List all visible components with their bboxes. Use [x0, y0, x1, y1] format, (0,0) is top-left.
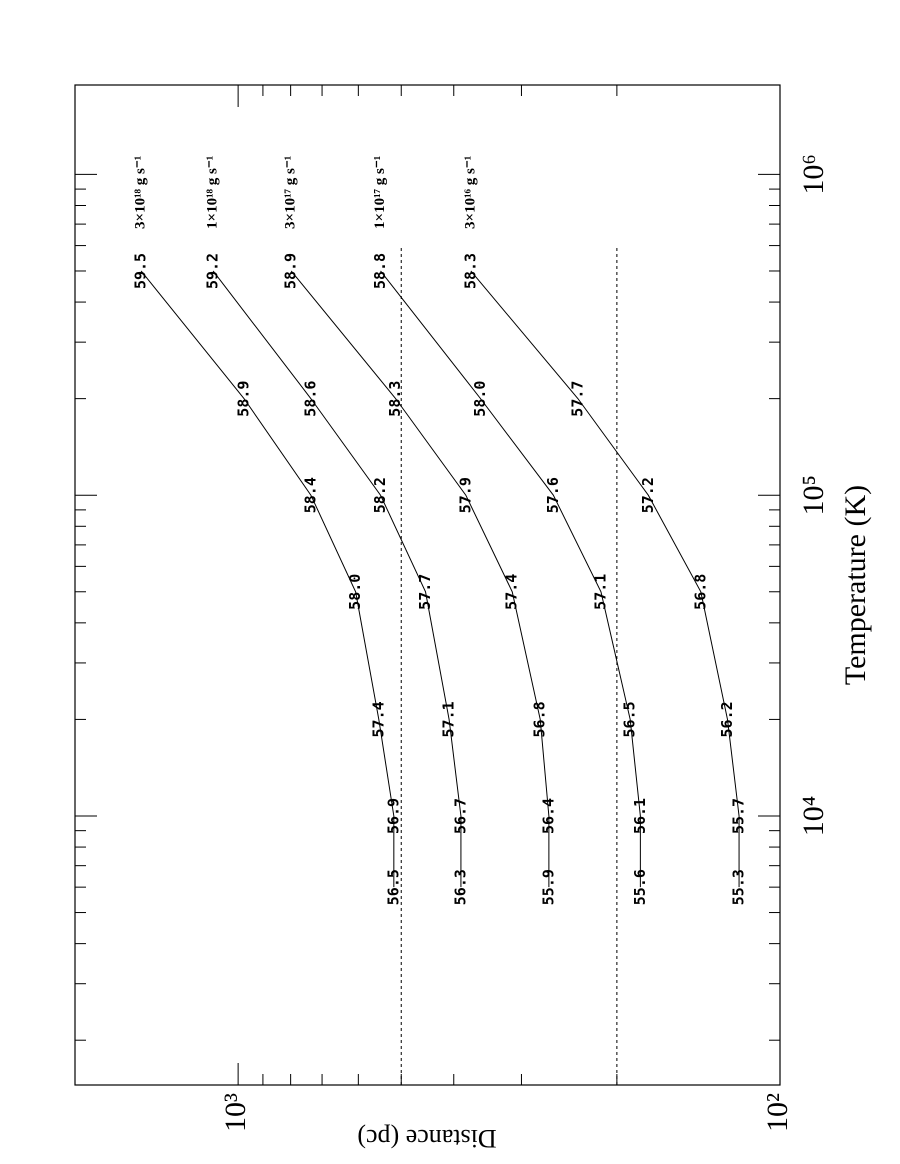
y-tick-label: 10³ — [219, 1093, 252, 1132]
point-label: 56.8 — [691, 574, 709, 610]
series-label: 3×10¹⁷ g s⁻¹ — [283, 156, 299, 229]
y-axis-title: Distance (pc) — [357, 1124, 496, 1153]
point-label: 56.5 — [621, 701, 639, 737]
point-label: 58.4 — [301, 477, 319, 513]
point-label: 57.9 — [456, 477, 474, 513]
x-tick-label: 10⁴ — [797, 796, 830, 836]
point-label: 56.8 — [531, 701, 549, 737]
series-label: 3×10¹⁶ g s⁻¹ — [462, 156, 478, 229]
point-label: 58.0 — [346, 574, 364, 610]
point-label: 58.2 — [371, 477, 389, 513]
point-label: 58.6 — [301, 381, 319, 417]
point-label: 57.7 — [416, 574, 434, 610]
series-label: 1×10¹⁷ g s⁻¹ — [372, 156, 388, 229]
x-tick-label: 10⁶ — [797, 154, 830, 194]
point-label: 57.1 — [440, 701, 458, 737]
point-label: 56.5 — [384, 869, 402, 905]
point-label: 57.1 — [591, 574, 609, 610]
point-label: 57.7 — [568, 381, 586, 417]
series-line — [470, 270, 740, 888]
series-line — [380, 270, 641, 888]
point-label: 58.3 — [386, 381, 404, 417]
x-axis-title: Temperature (K) — [839, 485, 872, 685]
point-label: 55.9 — [539, 869, 557, 905]
point-label: 58.9 — [282, 253, 300, 289]
point-label: 57.4 — [503, 574, 521, 610]
point-label: 57.4 — [369, 701, 387, 737]
series-line — [140, 270, 395, 888]
point-label: 58.3 — [461, 253, 479, 289]
point-label: 57.2 — [639, 477, 657, 513]
point-label: 55.6 — [631, 869, 649, 905]
plot-frame — [74, 84, 781, 1086]
point-label: 56.9 — [384, 798, 402, 834]
point-label: 57.6 — [544, 477, 562, 513]
point-label: 58.9 — [235, 381, 253, 417]
rotated-plot: Temperature (K) Distance (pc) 10⁴ 10⁵ 10⁶ 1… — [74, 84, 872, 1153]
point-label: 56.1 — [631, 798, 649, 834]
point-label: 56.4 — [539, 798, 557, 834]
point-label: 55.3 — [730, 869, 748, 905]
point-label: 59.5 — [132, 253, 150, 289]
point-label: 58.8 — [371, 253, 389, 289]
point-label: 59.2 — [204, 253, 222, 289]
series-line — [212, 270, 462, 888]
point-label: 56.7 — [451, 798, 469, 834]
point-label: 56.3 — [451, 869, 469, 905]
series-label: 3×10¹⁸ g s⁻¹ — [133, 156, 149, 229]
series-line — [290, 270, 550, 888]
point-label: 58.0 — [471, 381, 489, 417]
point-label: 56.2 — [718, 701, 736, 737]
point-label: 55.7 — [730, 798, 748, 834]
series-label: 1×10¹⁸ g s⁻¹ — [205, 156, 221, 229]
y-tick-label: 10² — [761, 1093, 794, 1132]
x-tick-label: 10⁵ — [797, 475, 830, 515]
